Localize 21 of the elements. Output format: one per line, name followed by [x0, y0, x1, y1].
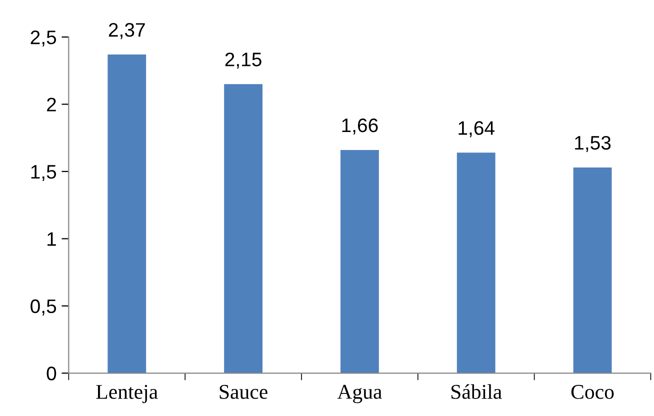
data-label: 2,37	[108, 23, 145, 40]
x-tick-label: Sábila	[451, 384, 502, 399]
data-label: 2,15	[225, 52, 262, 69]
bar	[340, 150, 379, 374]
data-label: 1,64	[458, 121, 494, 138]
bar	[108, 54, 146, 374]
data-label: 1,53	[575, 136, 611, 152]
x-tick-label: Lenteja	[96, 384, 158, 404]
y-tick-label: 0,5	[30, 299, 56, 316]
bar	[456, 152, 496, 374]
bar	[573, 167, 612, 374]
bar	[224, 84, 262, 374]
y-tick-label: 1,5	[31, 165, 56, 182]
data-label: 1,66	[342, 118, 378, 135]
y-tick-label: 2	[47, 98, 56, 112]
x-tick-label: Sauce	[220, 384, 268, 399]
y-tick-label: 1	[48, 232, 56, 246]
y-tick-label: 0	[46, 366, 56, 380]
y-tick-label: 2,5	[30, 30, 56, 47]
x-tick-label: Coco	[571, 384, 614, 399]
x-tick-label: Agua	[337, 384, 382, 404]
